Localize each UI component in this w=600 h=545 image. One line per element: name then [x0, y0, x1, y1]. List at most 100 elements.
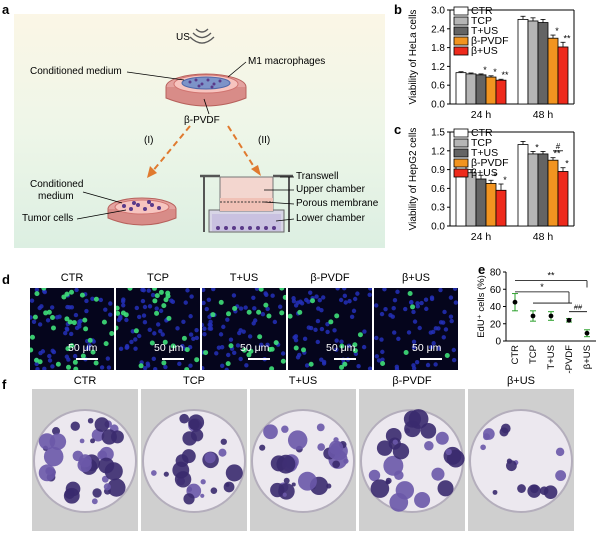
dapi-nucleus	[424, 306, 429, 312]
edu-nucleus	[258, 288, 264, 292]
dapi-nucleus	[392, 298, 398, 303]
edu-nucleus	[297, 309, 303, 315]
tumor-cells-label: Tumor cells	[22, 213, 74, 224]
dapi-nucleus	[170, 299, 176, 305]
edu-nucleus	[352, 342, 358, 348]
dapi-nucleus	[118, 314, 123, 320]
dapi-nucleus	[67, 305, 72, 310]
dapi-nucleus	[351, 308, 357, 314]
hela-legend-swatch	[453, 26, 469, 36]
colony-spot	[179, 413, 189, 424]
edu-nucleus	[123, 312, 129, 318]
edu-category-label: T+US	[546, 345, 557, 370]
edu-nucleus	[288, 313, 293, 319]
dapi-nucleus	[105, 356, 111, 361]
dapi-nucleus	[74, 288, 79, 293]
dapi-nucleus	[47, 353, 52, 359]
dapi-nucleus	[428, 345, 434, 350]
hepg2-ytick-label: 0.0	[431, 222, 445, 233]
dapi-nucleus	[188, 314, 193, 319]
macrophage-dots	[188, 78, 222, 89]
colony-spot	[328, 440, 344, 455]
colony-spot	[103, 483, 111, 491]
edu-bracket-label: **	[547, 271, 555, 281]
colony-dish-photo	[32, 389, 138, 531]
dapi-nucleus	[133, 337, 138, 342]
colony-spot	[101, 475, 109, 483]
dapi-nucleus	[425, 362, 431, 368]
edu-nucleus	[93, 360, 99, 366]
fluorescence-title: β+US	[401, 272, 431, 284]
dapi-nucleus	[194, 327, 199, 333]
edu-nucleus	[66, 364, 72, 370]
edu-nucleus	[87, 337, 93, 343]
dapi-nucleus	[30, 298, 35, 303]
dapi-nucleus	[334, 338, 339, 343]
hepg2-category-label: 24 h	[471, 231, 492, 243]
colony-spot	[276, 454, 296, 474]
transwell-icon	[200, 174, 293, 233]
dapi-nucleus	[155, 322, 161, 327]
colony-spot	[376, 440, 393, 456]
dapi-nucleus	[325, 321, 330, 327]
schematic-panel: US Conditioned medium M1 macrophages β-P…	[14, 14, 385, 248]
dapi-nucleus	[308, 290, 313, 295]
edu-nucleus	[71, 320, 77, 326]
edu-nucleus	[64, 291, 70, 297]
colony-spot	[370, 479, 390, 498]
edu-nucleus	[127, 288, 133, 291]
dapi-nucleus	[380, 349, 385, 355]
dapi-nucleus	[451, 357, 457, 363]
edu-nucleus	[161, 303, 167, 309]
colony-spot	[424, 440, 434, 451]
hela-category-label: 24 h	[471, 109, 492, 121]
hela-legend-label: CTR	[471, 5, 493, 17]
dapi-nucleus	[221, 324, 226, 330]
dapi-nucleus	[151, 356, 156, 362]
dapi-nucleus	[442, 309, 447, 315]
dapi-nucleus	[147, 327, 152, 333]
dapi-nucleus	[253, 318, 258, 323]
dapi-nucleus	[270, 293, 275, 298]
dapi-nucleus	[42, 366, 47, 370]
dapi-nucleus	[392, 330, 397, 335]
hepg2-ytick-label: 1.2	[431, 146, 445, 157]
dapi-nucleus	[238, 306, 244, 311]
scale-bar	[334, 358, 356, 360]
dapi-nucleus	[403, 306, 408, 312]
edu-nucleus	[203, 350, 209, 356]
edu-nucleus	[165, 290, 171, 296]
colony-spot	[281, 425, 289, 433]
panel-label-d: d	[2, 272, 10, 287]
dapi-nucleus	[219, 345, 225, 350]
dapi-nucleus	[226, 352, 231, 358]
hepg2-bar	[485, 182, 497, 227]
edu-nucleus	[170, 343, 176, 349]
colony-spot	[200, 479, 206, 485]
edu-nucleus	[163, 297, 169, 303]
dapi-nucleus	[380, 357, 385, 362]
dapi-nucleus	[302, 336, 308, 342]
edu-nucleus	[30, 334, 35, 340]
colony-spot	[283, 477, 290, 484]
dapi-nucleus	[349, 314, 355, 319]
route-arrows	[151, 125, 257, 173]
edu-nucleus	[293, 345, 299, 351]
dapi-nucleus	[180, 343, 185, 349]
dapi-nucleus	[85, 346, 90, 351]
colony-spot	[263, 424, 278, 440]
dapi-nucleus	[346, 343, 352, 349]
edu-nucleus	[352, 348, 358, 354]
dapi-nucleus	[280, 351, 286, 356]
colony-spot	[51, 427, 61, 436]
colony-spot	[64, 488, 75, 500]
dapi-nucleus	[264, 292, 269, 298]
hela-bar	[527, 20, 539, 105]
colony-spot	[297, 471, 317, 491]
dapi-nucleus	[228, 337, 234, 342]
dapi-nucleus	[204, 306, 209, 312]
dapi-nucleus	[411, 345, 417, 350]
dapi-nucleus	[277, 304, 283, 309]
edu-point	[566, 317, 572, 323]
